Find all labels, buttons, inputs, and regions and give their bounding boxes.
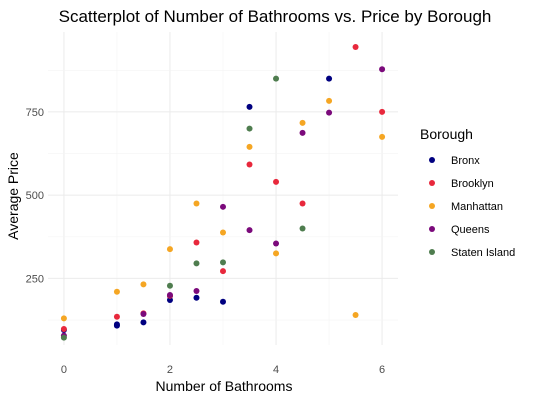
point-queens (246, 227, 253, 234)
legend-label-queens: Queens (451, 224, 490, 236)
point-brooklyn (60, 326, 67, 333)
legend-label-staten-island: Staten Island (451, 247, 515, 259)
point-manhattan (220, 229, 226, 236)
point-manhattan (60, 315, 67, 322)
point-queens (193, 288, 200, 295)
point-brooklyn (193, 239, 200, 246)
point-manhattan (166, 246, 173, 253)
point-staten-island (299, 225, 306, 232)
legend-key-manhattan (429, 203, 435, 209)
point-manhattan (352, 312, 359, 319)
point-manhattan (113, 288, 120, 295)
data-points (60, 43, 386, 341)
point-manhattan (379, 133, 386, 140)
point-bronx (193, 294, 200, 301)
point-staten-island (60, 334, 67, 341)
point-manhattan (299, 119, 306, 126)
x-axis-title: Number of Bathrooms (156, 378, 293, 394)
point-brooklyn (273, 178, 280, 185)
point-bronx (113, 321, 120, 328)
legend-title: Borough (420, 126, 473, 142)
x-tick-label: 0 (61, 364, 67, 376)
point-brooklyn (379, 108, 386, 115)
legend-key-queens (429, 226, 435, 232)
x-tick-label: 4 (273, 364, 279, 376)
point-manhattan (246, 143, 253, 150)
legend-label-bronx: Bronx (451, 155, 480, 167)
legend-key-bronx (429, 157, 435, 163)
legend-label-manhattan: Manhattan (451, 201, 503, 213)
point-manhattan (193, 200, 200, 207)
legend-key-staten-island (429, 249, 435, 255)
y-tick-label: 500 (26, 190, 44, 202)
point-bronx (246, 103, 253, 110)
point-brooklyn (246, 161, 253, 168)
x-tick-label: 2 (167, 364, 173, 376)
point-brooklyn (299, 200, 306, 207)
point-queens (379, 66, 386, 73)
grid-lines (48, 32, 398, 345)
point-brooklyn (220, 268, 226, 275)
point-queens (220, 203, 226, 210)
point-brooklyn (352, 43, 359, 50)
y-tick-label: 250 (26, 273, 44, 285)
x-tick-labels: 0 2 4 6 (61, 364, 385, 376)
legend-label-brooklyn: Brooklyn (451, 178, 494, 190)
y-axis-title: Average Price (5, 152, 21, 240)
point-staten-island (166, 282, 173, 289)
point-brooklyn (113, 313, 120, 320)
y-tick-labels: 250 500 750 (26, 107, 44, 285)
point-staten-island (273, 75, 280, 82)
chart-title: Scatterplot of Number of Bathrooms vs. P… (59, 7, 492, 26)
point-bronx (326, 75, 333, 82)
y-tick-label: 750 (26, 107, 44, 119)
legend: Borough Bronx Brooklyn Manhattan Queens Stat… (420, 126, 515, 259)
point-bronx (220, 298, 226, 305)
point-manhattan (140, 281, 147, 288)
legend-key-brooklyn (429, 180, 435, 186)
x-tick-label: 6 (379, 364, 385, 376)
point-staten-island (220, 259, 226, 266)
point-queens (140, 311, 147, 318)
point-staten-island (193, 260, 200, 267)
point-queens (273, 240, 280, 247)
point-manhattan (273, 250, 280, 257)
point-bronx (140, 319, 147, 326)
point-queens (299, 129, 306, 136)
point-staten-island (246, 125, 253, 132)
point-manhattan (326, 97, 333, 104)
point-queens (166, 292, 173, 299)
point-queens (326, 109, 333, 116)
